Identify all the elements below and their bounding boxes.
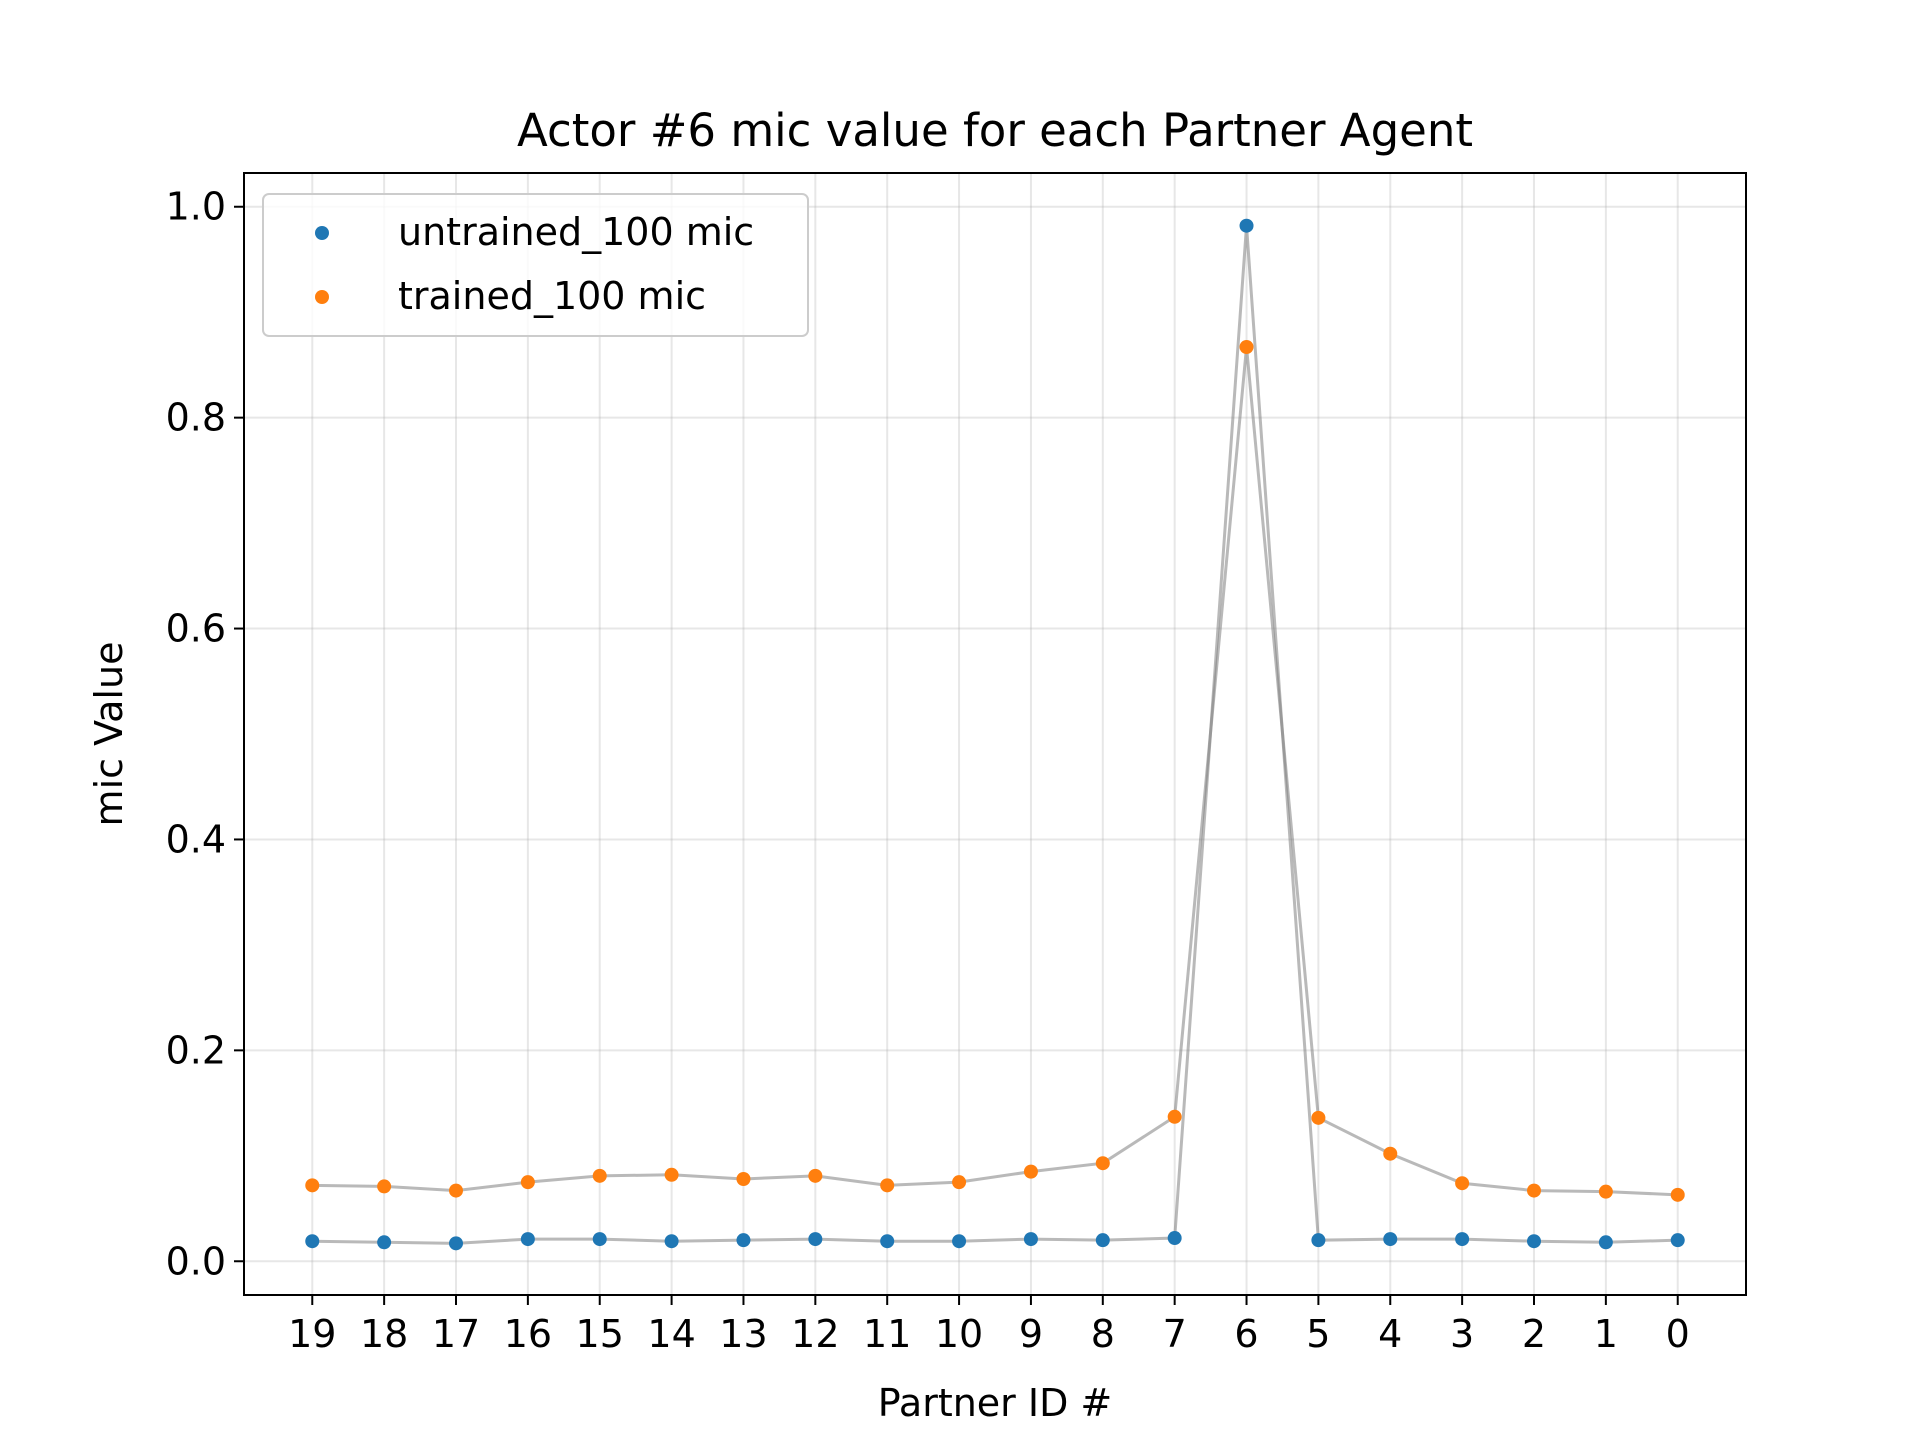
data-point-series-1 (1598, 1184, 1613, 1199)
data-point-series-1 (1095, 1156, 1110, 1171)
y-tick-label: 0.2 (166, 1028, 226, 1072)
data-point-series-0 (1311, 1233, 1326, 1248)
data-point-series-1 (1383, 1146, 1398, 1161)
x-axis-ticks: 19 18 17 16 15 14 13 12 11 10 9 8 7 6 5 4 3 2 1 0 (288, 1295, 1690, 1356)
data-point-series-0 (880, 1234, 895, 1249)
data-point-series-0 (1383, 1232, 1398, 1247)
data-point-series-0 (1598, 1235, 1613, 1250)
data-point-series-0 (305, 1234, 320, 1249)
data-point-series-1 (1527, 1183, 1541, 1198)
data-point-series-0 (1670, 1233, 1685, 1248)
legend-label-untrained: untrained_100 mic (398, 210, 754, 254)
x-axis-label: Partner ID # (878, 1381, 1113, 1425)
x-tick-label: 4 (1378, 1312, 1402, 1356)
data-point-series-1 (736, 1172, 751, 1186)
legend-marker-trained (315, 290, 329, 304)
data-point-series-0 (952, 1234, 967, 1249)
data-point-series-0 (1455, 1232, 1470, 1247)
x-tick-label: 11 (863, 1312, 911, 1356)
plot-frame (243, 172, 1747, 1296)
x-tick-label: 15 (576, 1312, 624, 1356)
legend: untrained_100 mic trained_100 mic (262, 193, 809, 337)
x-tick-label: 14 (647, 1312, 695, 1356)
legend-label-trained: trained_100 mic (398, 274, 706, 318)
x-tick-label: 1 (1594, 1312, 1618, 1356)
legend-box (262, 193, 809, 337)
data-point-series-0 (520, 1232, 535, 1247)
data-point-series-1 (592, 1168, 607, 1183)
x-tick-label: 5 (1306, 1312, 1330, 1356)
data-point-series-0 (1023, 1232, 1038, 1247)
data-point-series-1 (377, 1179, 392, 1194)
x-tick-label: 0 (1666, 1312, 1690, 1356)
x-tick-label: 2 (1522, 1312, 1546, 1356)
series-line-1 (312, 346, 1678, 1197)
x-tick-label: 12 (791, 1312, 839, 1356)
x-tick-label: 17 (432, 1312, 480, 1356)
data-point-series-1 (1455, 1176, 1470, 1191)
data-point-series-0 (1239, 218, 1254, 233)
data-point-series-1 (664, 1167, 679, 1182)
y-axis-ticks: 0.0 0.2 0.4 0.6 0.8 1.0 (166, 185, 244, 1283)
data-point-series-0 (808, 1232, 823, 1247)
data-point-series-0 (1527, 1234, 1541, 1249)
x-tick-label: 6 (1234, 1312, 1258, 1356)
x-tick-label: 7 (1163, 1312, 1187, 1356)
data-point-series-1 (1311, 1110, 1326, 1125)
data-point-series-1 (520, 1175, 535, 1190)
data-point-series-0 (736, 1233, 751, 1248)
y-tick-label: 0.6 (166, 607, 226, 651)
data-point-series-1 (1239, 339, 1254, 354)
x-tick-label: 18 (360, 1312, 408, 1356)
data-point-series-0 (592, 1232, 607, 1247)
x-tick-label: 13 (719, 1312, 767, 1356)
data-point-series-0 (377, 1235, 392, 1250)
x-tick-label: 16 (504, 1312, 552, 1356)
data-point-series-0 (1167, 1231, 1182, 1246)
grid (244, 173, 1746, 1295)
data-point-series-0 (1095, 1233, 1110, 1248)
data-points (305, 218, 1685, 1251)
series-line-0 (312, 225, 1678, 1245)
x-tick-label: 3 (1450, 1312, 1474, 1356)
data-point-series-1 (305, 1178, 320, 1193)
x-tick-label: 9 (1019, 1312, 1043, 1356)
chart-title: Actor #6 mic value for each Partner Agen… (517, 104, 1473, 157)
x-tick-label: 10 (935, 1312, 983, 1356)
data-point-series-1 (808, 1168, 823, 1183)
data-point-series-1 (880, 1178, 895, 1193)
y-tick-label: 0.8 (166, 396, 226, 440)
y-tick-label: 1.0 (166, 185, 226, 229)
series-connector-lines (312, 225, 1678, 1245)
y-tick-label: 0.0 (166, 1239, 226, 1283)
y-axis-label: mic Value (87, 642, 131, 827)
data-point-series-0 (449, 1236, 463, 1251)
data-point-series-1 (952, 1175, 967, 1190)
data-point-series-1 (1167, 1109, 1182, 1124)
x-tick-label: 8 (1091, 1312, 1115, 1356)
data-point-series-1 (449, 1183, 463, 1198)
data-point-series-1 (1023, 1164, 1038, 1179)
legend-marker-untrained (315, 226, 329, 240)
x-tick-label: 19 (288, 1312, 336, 1356)
y-tick-label: 0.4 (166, 817, 226, 861)
data-point-series-1 (1670, 1187, 1685, 1202)
data-point-series-0 (664, 1234, 679, 1249)
